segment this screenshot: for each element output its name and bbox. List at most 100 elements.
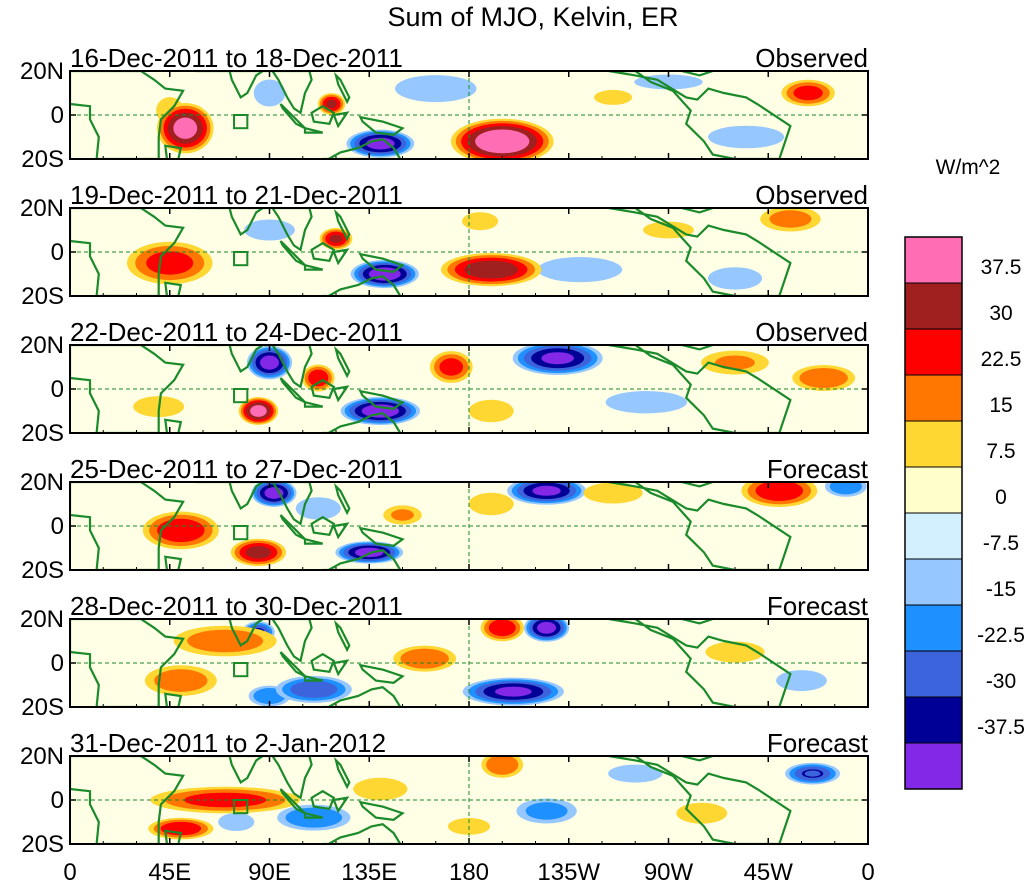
colorbar-swatch (904, 466, 963, 514)
coastlines (70, 208, 792, 296)
anomaly-peak (253, 407, 264, 415)
anomaly-peak (331, 235, 341, 242)
panel-date-range: 22-Dec-2011 to 24-Dec-2011 (70, 317, 403, 347)
coastline (303, 674, 323, 682)
coastline (310, 378, 336, 400)
panel-status: Forecast (767, 728, 869, 758)
x-tick-label: 90E (248, 859, 291, 886)
anomaly-peak (730, 132, 762, 142)
coastlines (70, 619, 792, 707)
anomaly-peak (250, 548, 267, 557)
coastline (303, 811, 323, 819)
coastlines (70, 756, 792, 844)
colorbar-swatch (904, 558, 963, 606)
coastline (677, 345, 717, 351)
coastline (303, 263, 323, 271)
x-tick-label: 135E (341, 859, 397, 886)
anomaly-peak (814, 374, 833, 382)
anomaly-peak (157, 256, 183, 270)
colorbar-swatch (904, 604, 963, 652)
anomaly-peak (499, 687, 528, 696)
anomaly-peak (792, 676, 811, 685)
x-tick-label: 135W (537, 859, 600, 886)
colorbar-tick-label: 37.5 (981, 256, 1022, 279)
anomaly-field (70, 71, 868, 159)
coastline (321, 549, 402, 570)
panel-date-range: 31-Dec-2011 to 2-Jan-2012 (70, 728, 386, 758)
coastline (310, 789, 336, 811)
coastline (303, 126, 323, 134)
y-tick-label: 0 (51, 102, 64, 129)
coastlines (70, 482, 792, 570)
colorbar-frame (904, 236, 963, 790)
anomaly-peak (177, 121, 194, 136)
coastline (332, 248, 350, 266)
panel-1: 20N 0 20S 16-Dec-2011 to 18-Dec-2011 Observe… (20, 43, 869, 173)
coastline (333, 756, 351, 790)
anomaly-peak (496, 761, 509, 769)
anomaly-peak (396, 511, 409, 519)
colorbar-swatch (904, 282, 963, 330)
colorbar-tick-label: 22.5 (981, 348, 1022, 371)
colorbar-tick-label: 7.5 (986, 440, 1015, 463)
y-tick-label: 20S (21, 831, 64, 858)
anomaly-peak (310, 504, 327, 513)
chart-title: Sum of MJO, Kelvin, ER (387, 2, 678, 32)
colorbar-tick-label: -37.5 (977, 716, 1025, 739)
anomaly-peak (768, 486, 791, 496)
anomaly-peak (545, 353, 571, 363)
colorbar-swatch (904, 374, 963, 422)
panel-date-range: 19-Dec-2011 to 21-Dec-2011 (70, 180, 403, 210)
coastline (164, 281, 183, 296)
coastline (608, 71, 792, 159)
y-tick-label: 20N (20, 332, 64, 359)
panel-status: Observed (755, 43, 868, 73)
coastline (333, 208, 351, 242)
panel-date-range: 28-Dec-2011 to 30-Dec-2011 (70, 591, 403, 621)
colorbar-swatch (904, 650, 963, 698)
coastline (677, 756, 717, 762)
colorbar: 37.5 30 22.5 15 7.5 0 -7.5 -15 -22.5 -30 -37.5 (904, 236, 1025, 790)
coastline (279, 651, 306, 678)
coastline (332, 111, 350, 129)
coastline (70, 208, 185, 296)
coastline (196, 482, 313, 526)
coastline (677, 619, 717, 625)
x-tick-label: 45W (744, 859, 794, 886)
colorbar-tick-label: 0 (995, 486, 1007, 509)
coastline (332, 796, 350, 814)
coastline (321, 138, 402, 159)
coastline (608, 345, 792, 433)
anomaly-peak (724, 358, 746, 367)
panel-4: 20N 0 20S 25-Dec-2011 to 27-Dec-2011 Forecas… (20, 454, 869, 584)
anomaly-peak (602, 489, 624, 497)
coastline (70, 71, 185, 159)
anomaly-peak (632, 398, 661, 407)
y-tick-label: 0 (51, 376, 64, 403)
coastline (358, 663, 405, 684)
anomaly-peak (169, 676, 192, 686)
anomaly-peak (781, 215, 800, 223)
coastline (333, 482, 351, 516)
panel-6: 20N 0 20S 31-Dec-2011 to 2-Jan-2012 Forecast (20, 728, 869, 858)
coastlines (70, 345, 792, 433)
anomaly-peak (540, 624, 553, 632)
anomaly-field (70, 208, 868, 296)
anomaly-peak (267, 489, 281, 497)
anomaly-peak (371, 785, 390, 793)
coastline (196, 71, 313, 115)
anomaly-peak (260, 226, 279, 234)
y-tick-label: 20S (21, 283, 64, 310)
anomaly-peak (263, 692, 276, 700)
anomaly-peak (313, 374, 323, 382)
anomaly-peak (230, 818, 243, 826)
coastline (310, 515, 336, 537)
coastline (321, 686, 402, 707)
anomaly-peak (535, 487, 558, 495)
colorbar-tick-label: 15 (989, 394, 1012, 417)
anomaly-peak (477, 265, 506, 275)
anomaly-peak (445, 362, 458, 372)
y-tick-label: 20S (21, 694, 64, 721)
coastline (196, 345, 313, 389)
